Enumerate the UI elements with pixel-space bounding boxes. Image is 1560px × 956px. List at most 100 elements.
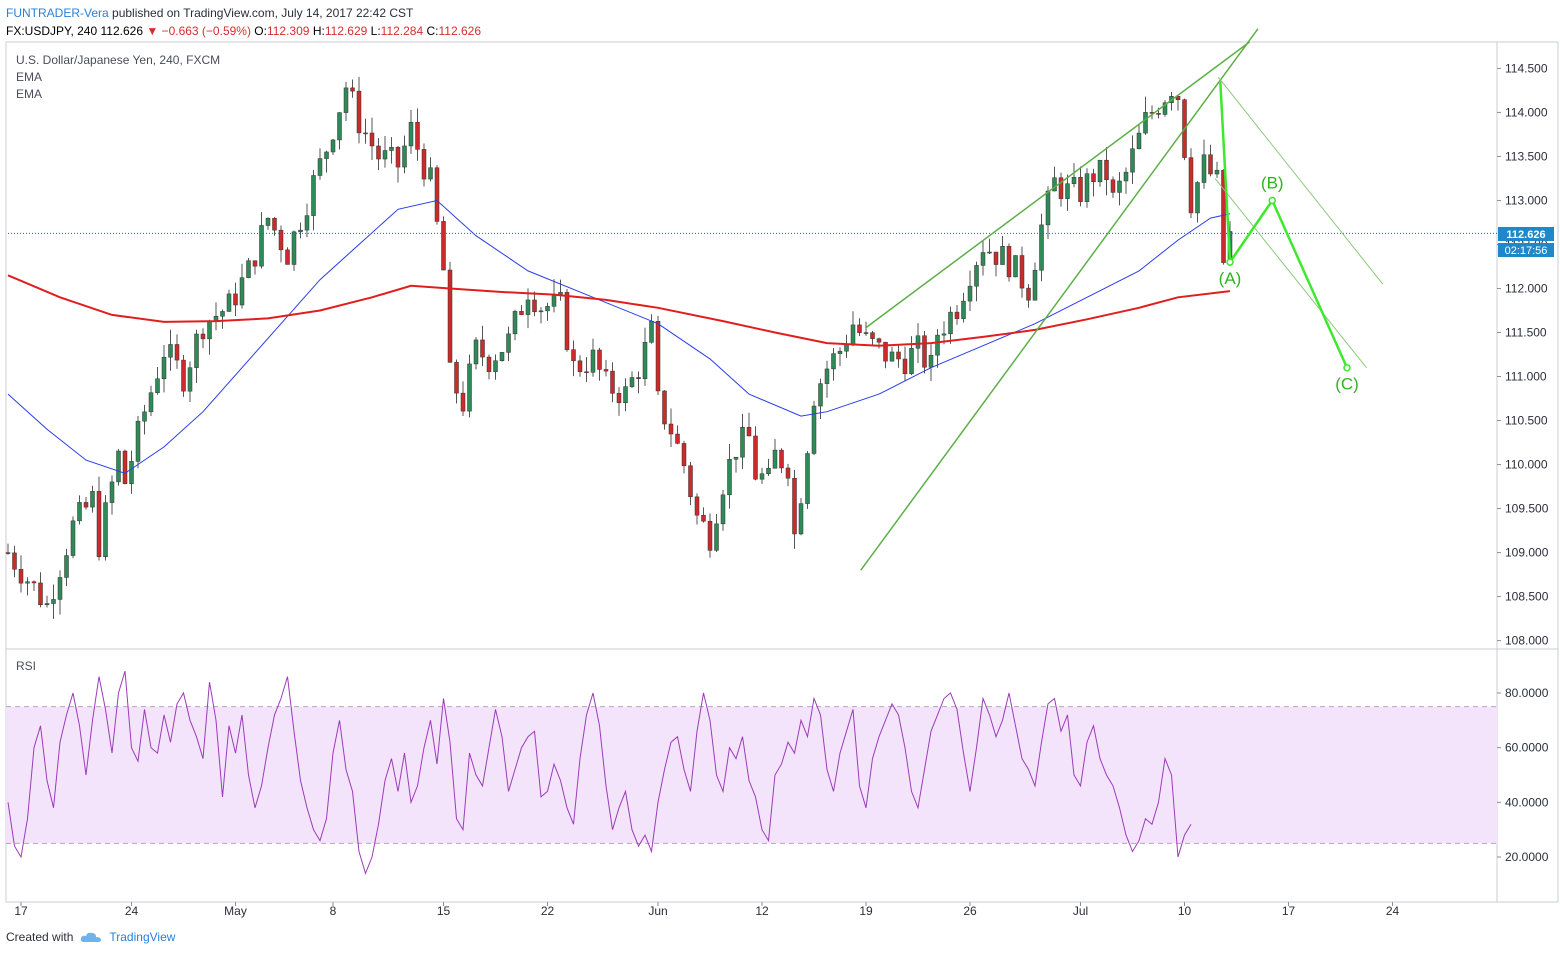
wave-label: (C) [1335, 375, 1359, 394]
last-price: 112.626 [100, 24, 144, 38]
candle-body [499, 352, 505, 361]
candle-body [870, 332, 875, 339]
rsi-legend: RSI [16, 659, 36, 673]
trend-lines [860, 28, 1384, 571]
candle-body [902, 358, 908, 375]
candle-body [922, 335, 927, 368]
candle-body [993, 251, 999, 265]
candle-body [1026, 287, 1031, 301]
candle-body [974, 265, 979, 287]
candle-body [844, 344, 849, 352]
candle-body [252, 260, 258, 267]
price-tick-label: 114.500 [1505, 61, 1548, 75]
candle-body [408, 122, 414, 147]
candle-body [44, 603, 50, 605]
candle-body [350, 87, 355, 92]
candle-body [415, 122, 420, 150]
publish-line: FUNTRADER-Vera published on TradingView.… [6, 4, 481, 22]
candle-body [564, 292, 570, 350]
candle-body [519, 311, 524, 315]
candle-body [272, 217, 277, 231]
candle-body [798, 503, 804, 535]
candle-body [655, 321, 661, 392]
candle-body [18, 569, 24, 584]
candle-body [850, 324, 856, 345]
time-tick-label: 10 [1178, 904, 1192, 918]
rsi-band [6, 706, 1497, 844]
candle-body [1123, 171, 1129, 182]
candle-body [558, 292, 563, 295]
price-tick-label: 108.500 [1505, 590, 1549, 604]
candle-body [1188, 157, 1194, 214]
candle-body [1104, 159, 1109, 181]
candle-body [109, 481, 115, 503]
candle-body [1201, 154, 1207, 183]
candle-body [538, 310, 544, 313]
candle-body [486, 356, 492, 372]
candle-body [194, 333, 199, 368]
candle-body [1006, 246, 1012, 278]
rsi-tick-label: 60.0000 [1505, 741, 1549, 755]
candle-body [174, 344, 180, 361]
candle-body [779, 449, 784, 469]
candle-body [83, 502, 89, 508]
candle-body [200, 333, 206, 340]
price-tick-label: 114.000 [1505, 105, 1548, 119]
candle-body [1052, 177, 1057, 192]
candle-body [818, 383, 823, 407]
candle-body [610, 370, 615, 394]
rsi-line [7, 670, 1192, 875]
candle-body [941, 333, 947, 336]
candle-body [915, 335, 921, 349]
price-tick-label: 110.000 [1505, 458, 1548, 472]
cloud-icon [81, 932, 102, 942]
time-tick-label: 19 [859, 904, 873, 918]
candle-body [785, 467, 791, 479]
candle-body [467, 363, 472, 412]
close-value: 112.626 [438, 24, 482, 38]
candle-body [506, 333, 511, 353]
price-tick-label: 113.000 [1505, 193, 1548, 207]
candle-body [954, 311, 960, 319]
rsi-axis: 20.0000 40.0000 60.0000 80.0000 [1497, 686, 1549, 864]
time-tick-label: 26 [963, 904, 977, 918]
symbol-label: FX:USDJPY, 240 [6, 24, 98, 38]
candle-body [226, 293, 232, 312]
close-label: C: [426, 24, 439, 38]
candle-body [571, 349, 576, 362]
candle-body [473, 339, 479, 365]
candle-body [759, 473, 765, 480]
candle-body [1130, 148, 1135, 173]
candle-body [980, 252, 986, 266]
candle-body [811, 405, 817, 454]
candle-body [805, 453, 810, 504]
candle-body [603, 369, 609, 372]
ema-legend-1: EMA [16, 70, 42, 84]
candle-body [961, 300, 966, 319]
publish-info: published on TradingView.com, July 14, 2… [108, 6, 414, 20]
candle-body [493, 360, 498, 372]
author-link[interactable]: FUNTRADER-Vera [6, 6, 109, 20]
tradingview-brand[interactable]: TradingView [109, 930, 176, 944]
candle-body [311, 175, 316, 216]
price-tick-label: 111.000 [1505, 370, 1547, 384]
wave-point [1343, 363, 1351, 372]
open-value: 112.309 [266, 24, 310, 38]
candle-body [688, 465, 693, 498]
candle-body [909, 348, 914, 375]
candle-body [298, 229, 303, 233]
candle-body [337, 112, 342, 141]
time-tick-label: 12 [755, 904, 769, 918]
candle-body [70, 520, 76, 556]
candle-body [935, 334, 940, 356]
trend-line-upper [864, 41, 1250, 329]
candle-body [324, 151, 329, 159]
candle-body [330, 139, 336, 153]
candle-body [96, 491, 102, 557]
candle-body [181, 359, 186, 392]
candle-body [1208, 154, 1213, 175]
ema-lines [7, 199, 1497, 474]
candle-body [1019, 255, 1025, 289]
candle-body [545, 306, 550, 312]
